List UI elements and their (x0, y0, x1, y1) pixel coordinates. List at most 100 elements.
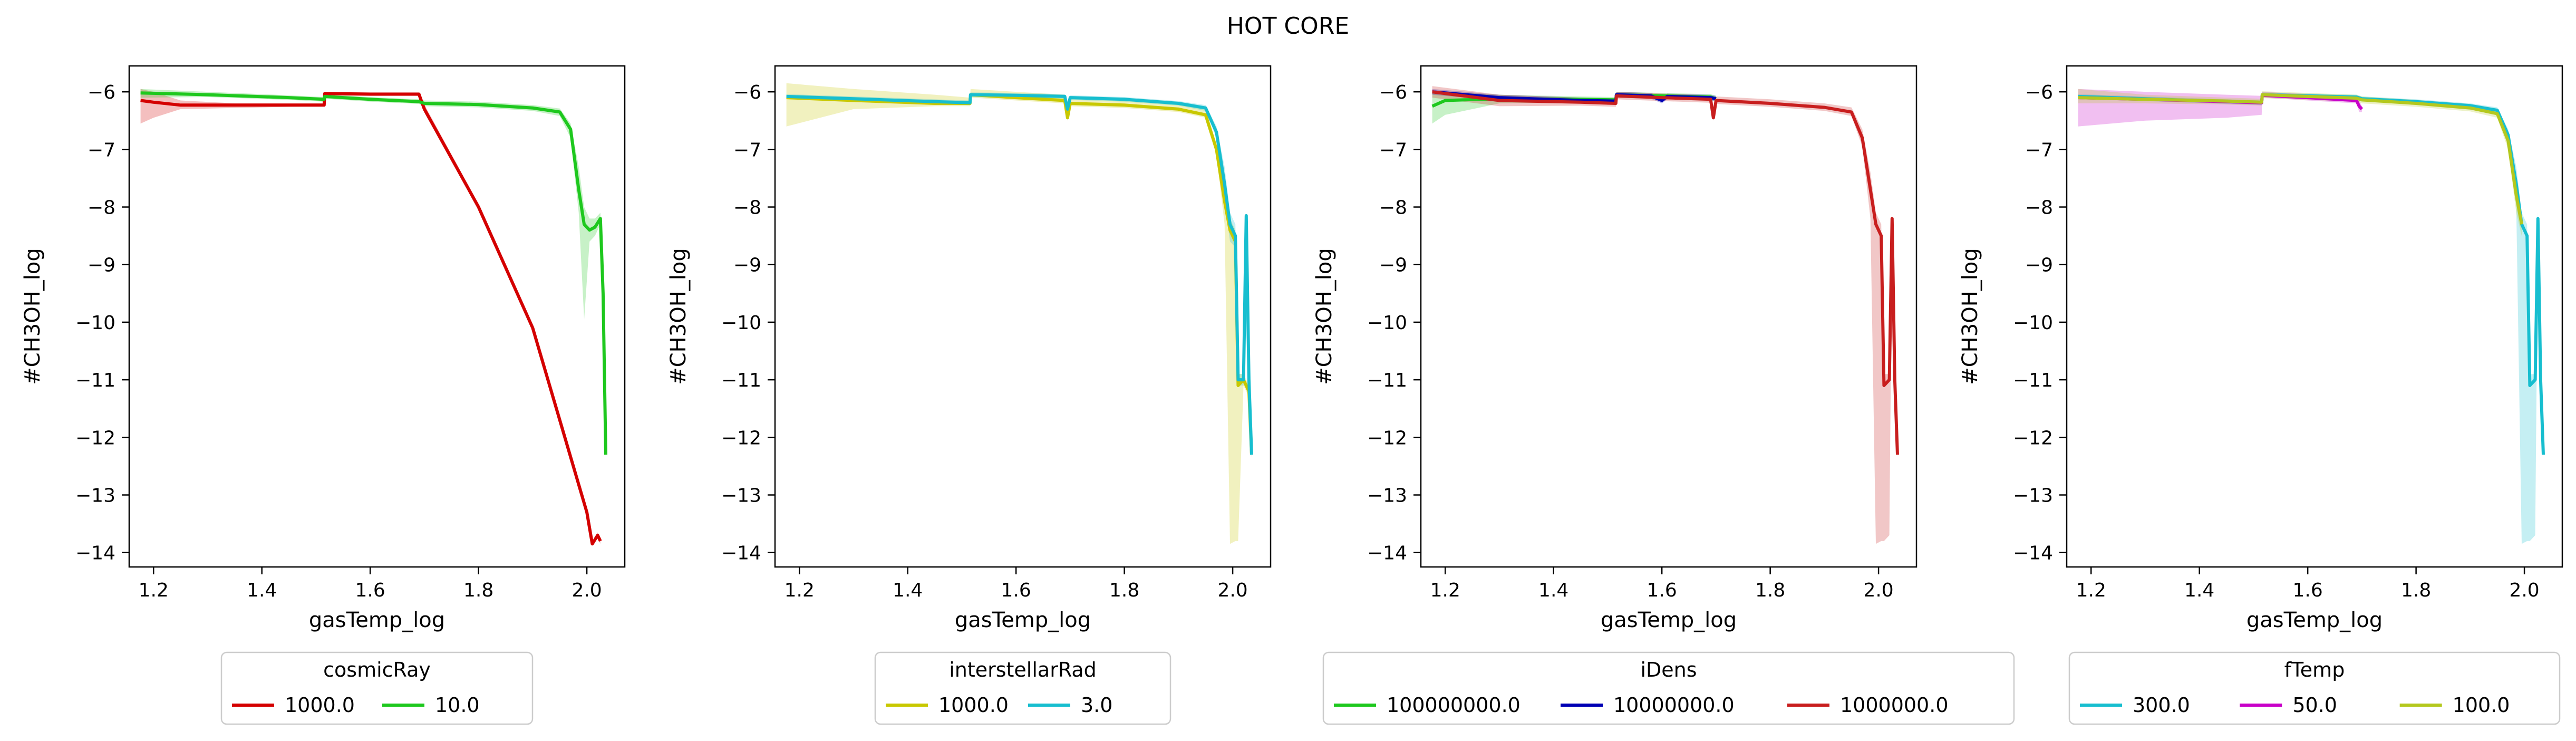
legend-label: 50.0 (2292, 694, 2337, 717)
legend: cosmicRay 1000.0 10.0 (220, 651, 534, 725)
x-tick-label: 1.4 (893, 580, 923, 601)
y-tick-label: −8 (2025, 197, 2053, 219)
legend-label: 100.0 (2453, 694, 2510, 717)
legend-label: 3.0 (1081, 694, 1112, 717)
y-tick-label: −8 (88, 197, 115, 219)
y-tick-label: −9 (88, 255, 115, 276)
chart-panel-3: 1.2 1.4 1.6 1.8 2.0 −6 −7 −8 −9 −10 −11 −12 −13 −14 ga… (1312, 65, 2015, 725)
y-tick-label: −6 (88, 82, 115, 103)
series-line-2 (140, 91, 607, 455)
series-line-1 (140, 92, 602, 546)
axes-frame (128, 65, 626, 568)
y-tick-label: −12 (721, 427, 761, 449)
chart-panel-2: 1.2 1.4 1.6 1.8 2.0 −6 −7 −8 −9 −10 −11 −12 −13 −14 ga… (666, 65, 1272, 725)
x-tick-label: 1.2 (785, 580, 815, 601)
plot-area (140, 89, 607, 546)
x-tick-label: 2.0 (1217, 580, 1247, 601)
legend-box (874, 651, 1171, 725)
y-tick-label: −11 (2013, 370, 2053, 391)
x-axis-label: gasTemp_log (1601, 608, 1737, 632)
x-tick-label: 1.6 (1001, 580, 1031, 601)
y-tick-label: −12 (1367, 427, 1407, 449)
y-axis-label: #CH3OH_log (666, 248, 691, 385)
y-tick-label: −14 (721, 543, 761, 564)
y-axis-label: #CH3OH_log (1958, 248, 1982, 385)
legend-label: 100000000.0 (1387, 694, 1521, 717)
x-tick-label: 1.2 (1430, 580, 1460, 601)
axes-frame (2066, 65, 2563, 568)
legend-title: iDens (1640, 658, 1697, 681)
y-tick-label: −13 (75, 485, 115, 507)
y-tick-label: −13 (2013, 485, 2053, 507)
y-axis-label: #CH3OH_log (21, 248, 45, 385)
x-tick-label: 1.4 (247, 580, 277, 601)
x-tick-label: 1.8 (2401, 580, 2431, 601)
y-tick-label: −14 (1367, 543, 1407, 564)
y-tick-label: −10 (75, 312, 115, 334)
plot-area (1431, 86, 1899, 544)
axes-frame (774, 65, 1272, 568)
y-tick-label: −6 (2025, 82, 2053, 103)
legend-title: cosmicRay (323, 658, 431, 681)
y-tick-label: −7 (88, 139, 115, 161)
legend-label: 1000000.0 (1840, 694, 1949, 717)
legend-label: 300.0 (2133, 694, 2190, 717)
y-tick-label: −8 (1379, 197, 1407, 219)
legend-label: 10.0 (435, 694, 480, 717)
x-tick-label: 1.2 (139, 580, 169, 601)
legend-box (1322, 651, 2015, 725)
x-tick-label: 2.0 (2509, 580, 2539, 601)
y-tick-label: −7 (733, 139, 761, 161)
panels: 1.2 1.4 1.6 1.8 2.0 −6 −7 −8 −9 −10 −11 −12 −13 −14 ga… (21, 65, 2563, 725)
y-tick-label: −9 (1379, 255, 1407, 276)
y-tick-label: −10 (2013, 312, 2053, 334)
chart-panel-4: 1.2 1.4 1.6 1.8 2.0 −6 −7 −8 −9 −10 −11 −12 −13 −14 ga… (1958, 65, 2563, 725)
x-tick-label: 1.8 (463, 580, 493, 601)
x-tick-label: 1.6 (2293, 580, 2323, 601)
legend: iDens 100000000.0 10000000.0 1000000.0 (1322, 651, 2015, 725)
y-axis-label: #CH3OH_log (1312, 248, 1337, 385)
y-tick-label: −12 (2013, 427, 2053, 449)
y-tick-label: −9 (2025, 255, 2053, 276)
y-tick-label: −13 (721, 485, 761, 507)
y-tick-label: −11 (75, 370, 115, 391)
y-tick-label: −11 (1367, 370, 1407, 391)
x-tick-label: 1.2 (2076, 580, 2106, 601)
figure-title: HOT CORE (1227, 13, 1349, 40)
y-tick-label: −14 (2013, 543, 2053, 564)
x-tick-label: 2.0 (1863, 580, 1893, 601)
x-axis-label: gasTemp_log (2246, 608, 2383, 632)
series-line-3 (2078, 93, 2523, 225)
y-tick-label: −6 (1379, 82, 1407, 103)
x-tick-label: 1.8 (1109, 580, 1139, 601)
y-tick-label: −7 (2025, 139, 2053, 161)
legend-box (220, 651, 534, 725)
series-line-3 (1432, 90, 1899, 455)
y-tick-label: −11 (721, 370, 761, 391)
chart-panel-1: 1.2 1.4 1.6 1.8 2.0 −6 −7 −8 −9 −10 −11 −12 −13 −14 ga… (21, 65, 626, 725)
plot-area (2078, 89, 2545, 544)
legend-label: 10000000.0 (1613, 694, 1735, 717)
x-tick-label: 1.8 (1755, 580, 1785, 601)
plot-area (786, 83, 1253, 544)
x-axis-label: gasTemp_log (309, 608, 445, 632)
x-tick-label: 2.0 (572, 580, 602, 601)
x-tick-label: 1.4 (2184, 580, 2214, 601)
legend-label: 1000.0 (938, 694, 1009, 717)
legend-title: fTemp (2284, 658, 2345, 681)
y-tick-label: −13 (1367, 485, 1407, 507)
y-tick-label: −6 (733, 82, 761, 103)
y-tick-label: −14 (75, 543, 115, 564)
y-tick-label: −10 (1367, 312, 1407, 334)
y-tick-label: −9 (733, 255, 761, 276)
legend: fTemp 300.0 50.0 100.0 (2068, 651, 2561, 725)
legend: interstellarRad 1000.0 3.0 (874, 651, 1171, 725)
x-axis-label: gasTemp_log (955, 608, 1091, 632)
x-tick-label: 1.6 (355, 580, 385, 601)
x-tick-label: 1.6 (1647, 580, 1677, 601)
y-tick-label: −8 (733, 197, 761, 219)
legend-label: 1000.0 (285, 694, 355, 717)
y-tick-label: −7 (1379, 139, 1407, 161)
